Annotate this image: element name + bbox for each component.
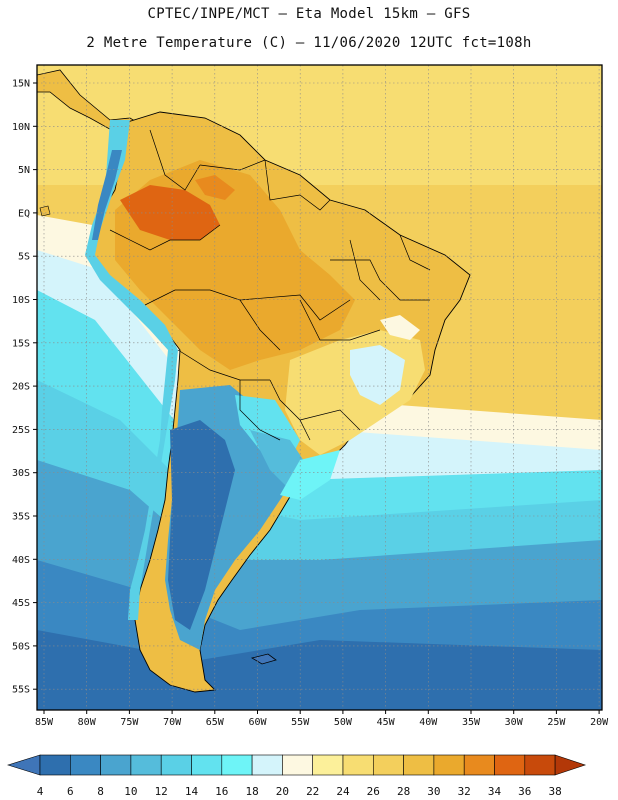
lon-label: 50W [334, 717, 353, 728]
colorbar-label: 26 [367, 785, 380, 798]
lat-label: 55S [12, 685, 30, 696]
lon-label: 20W [590, 717, 609, 728]
colorbar-swatch [433, 754, 465, 776]
lon-label: 45W [377, 717, 396, 728]
colorbar-label: 18 [245, 785, 258, 798]
lat-label: 5S [18, 252, 30, 263]
colorbar-label: 36 [518, 785, 531, 798]
colorbar-label: 34 [488, 785, 502, 798]
colorbar-right-arrow [554, 754, 587, 776]
lat-label: 5N [18, 165, 30, 176]
lat-label: 15N [12, 79, 30, 90]
colorbar-left-arrow [6, 754, 41, 776]
lon-label: 55W [291, 717, 310, 728]
lon-label: 70W [163, 717, 182, 728]
colorbar-swatch [524, 754, 556, 776]
colorbar-swatch [251, 754, 283, 776]
lat-label: 40S [12, 555, 30, 566]
colorbar-label: 22 [306, 785, 319, 798]
lon-label: 80W [78, 717, 97, 728]
map-frame [36, 64, 603, 711]
lon-label: 25W [547, 717, 566, 728]
minas-cool-patch [350, 345, 405, 405]
colorbar-label: 30 [427, 785, 440, 798]
ocean-cold-band [37, 630, 602, 710]
lat-label: 25S [12, 425, 30, 436]
colorbar-swatch [100, 754, 132, 776]
colorbar-swatch [463, 754, 495, 776]
colorbar-label: 20 [276, 785, 289, 798]
galapagos-islands [39, 205, 51, 217]
lat-label: 15S [12, 338, 30, 349]
colorbar-swatch [494, 754, 526, 776]
hot-spot-north [195, 175, 235, 200]
colorbar-swatch [221, 754, 253, 776]
colorbar-label: 4 [37, 785, 44, 798]
hottest-core [120, 185, 220, 240]
colorbar-label: 16 [215, 785, 228, 798]
colorbar-label: 8 [97, 785, 104, 798]
andes-cold-north [92, 150, 122, 240]
lat-label: 10N [12, 122, 30, 133]
lat-lon-grid [37, 65, 602, 710]
colorbar-label: 24 [336, 785, 350, 798]
colorbar-swatch [160, 754, 192, 776]
colorbar-label: 12 [155, 785, 168, 798]
lon-label: 75W [120, 717, 139, 728]
colorbar-label: 10 [124, 785, 137, 798]
lat-label: EQ [18, 208, 30, 219]
map-field [37, 65, 602, 710]
colorbar-label: 38 [548, 785, 561, 798]
lat-label: 35S [12, 512, 30, 523]
colorbar-swatch [282, 754, 313, 776]
colorbar-swatch [191, 754, 223, 776]
lat-label: 10S [12, 295, 30, 306]
colorbar-label: 6 [67, 785, 74, 798]
colorbar-swatch [403, 754, 435, 776]
lat-label: 20S [12, 382, 30, 393]
lon-label: 85W [35, 717, 54, 728]
bahia-cool-patch [380, 315, 420, 340]
colorbar: 4 6 8 10 12 14 16 18 20 22 24 26 28 30 32 34 36 38 [6, 754, 587, 798]
colorbar-swatch [372, 754, 404, 776]
colorbar-swatch [70, 754, 101, 776]
andes-cool [85, 120, 178, 620]
lon-label: 30W [505, 717, 524, 728]
colorbar-label: 28 [397, 785, 410, 798]
colorbar-label: 14 [185, 785, 199, 798]
axis-ticks: 15N 10N 5N EQ 5S 10S 15S 20S 25S 30S 35S 40S 45S 50S 5… [12, 79, 609, 729]
colorbar-swatch [312, 754, 344, 776]
lat-label: 45S [12, 598, 30, 609]
falkland-islands [250, 653, 277, 665]
title-line-2: 2 Metre Temperature (C) – 11/06/2020 12U… [86, 35, 532, 51]
lon-label: 60W [248, 717, 267, 728]
lon-label: 40W [419, 717, 438, 728]
country-borders [109, 129, 431, 441]
colorbar-swatch [130, 754, 162, 776]
lat-label: 30S [12, 468, 30, 479]
title-line-1: CPTEC/INPE/MCT – Eta Model 15km – GFS [147, 6, 471, 22]
lat-label: 50S [12, 641, 30, 652]
colorbar-swatch [342, 754, 374, 776]
colorbar-label: 32 [458, 785, 471, 798]
lon-label: 35W [462, 717, 481, 728]
lon-label: 65W [206, 717, 225, 728]
south-brazil-cyan [280, 450, 340, 500]
colorbar-swatch [39, 754, 71, 776]
